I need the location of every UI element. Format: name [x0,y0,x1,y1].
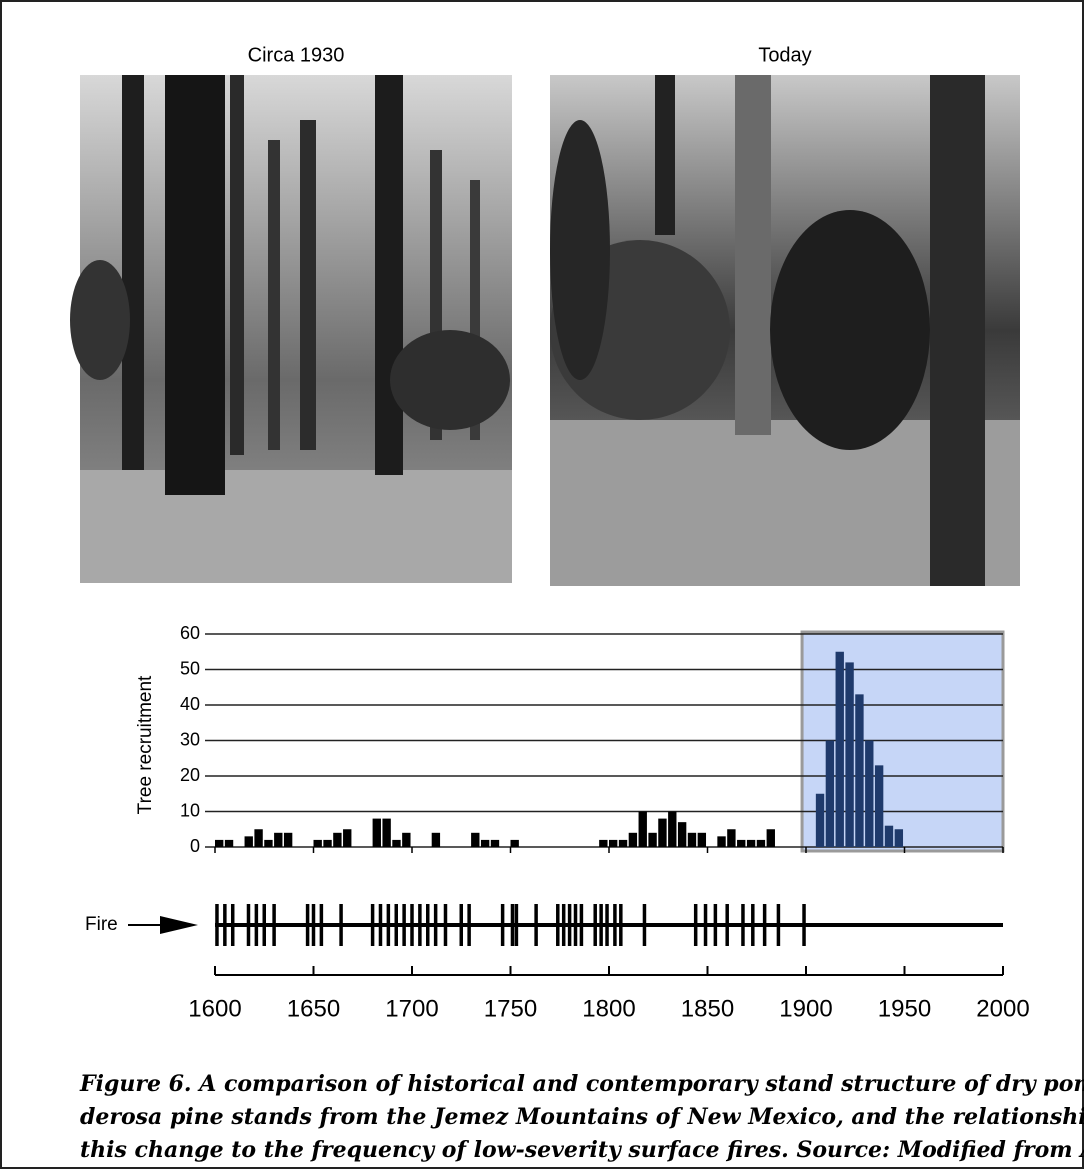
bar [314,840,322,847]
bar [491,840,499,847]
y-tick-label: 30 [180,729,200,749]
caption-line: derosa pine stands from the Jemez Mounta… [80,1104,1084,1130]
x-tick-label: 1700 [385,995,438,1022]
bar [254,829,262,847]
fire-arrow [128,916,198,934]
bar [865,741,873,848]
bar [225,840,233,847]
photo-label: Today [758,44,811,66]
bar [885,826,893,847]
bar [895,829,903,847]
bar [648,833,656,847]
bar [816,794,824,847]
bar [767,829,775,847]
bar [333,833,341,847]
x-tick-label: 1800 [582,995,635,1022]
x-tick-label: 1950 [878,995,931,1022]
bar [688,833,696,847]
bar [727,829,735,847]
bar [678,822,686,847]
caption: Figure 6. A comparison of historical and… [79,1071,1084,1163]
y-tick-label: 20 [180,765,200,785]
bar [245,836,253,847]
bar [373,819,381,847]
bar [619,840,627,847]
bar [629,833,637,847]
bar [471,833,479,847]
bar [698,833,706,847]
y-tick-label: 50 [180,658,200,678]
x-tick-label: 1600 [188,995,241,1022]
fire-label: Fire [85,914,118,935]
bar [264,840,272,847]
bar [511,840,519,847]
x-tick-label: 1850 [681,995,734,1022]
x-tick-label: 1750 [484,995,537,1022]
bar [343,829,351,847]
bar [737,840,745,847]
y-axis-label: Tree recruitment [135,675,156,814]
y-tick-label: 10 [180,800,200,820]
y-tick-label: 40 [180,694,200,714]
bar [668,812,676,848]
photo-label: Circa 1930 [248,44,345,66]
bar [855,694,863,847]
figure: Circa 1930 Today Tree recruitment Fire F… [0,0,1084,1169]
bar [215,840,223,847]
bar [432,833,440,847]
bar [609,840,617,847]
bar [323,840,331,847]
y-tick-label: 0 [190,836,200,856]
bar [481,840,489,847]
bar [392,840,400,847]
bar [402,833,410,847]
x-tick-label: 1650 [287,995,340,1022]
x-tick-label: 2000 [976,995,1029,1022]
bar [284,833,292,847]
y-tick-label: 60 [180,623,200,643]
bar [274,833,282,847]
bar [599,840,607,847]
bar [836,652,844,847]
bar [382,819,390,847]
bar [826,741,834,848]
bar [875,765,883,847]
bar [639,812,647,848]
photo-left [70,75,512,583]
x-tick-label: 1900 [779,995,832,1022]
page: Circa 1930 Today Tree recruitment Fire F… [0,0,1084,1169]
photo-right [550,75,1020,586]
bar [747,840,755,847]
bar [658,819,666,847]
caption-line: Figure 6. A comparison of historical and… [79,1071,1084,1097]
bar [757,840,765,847]
caption-line: this change to the frequency of low-seve… [80,1137,1084,1163]
bar [845,662,853,847]
bar [717,836,725,847]
